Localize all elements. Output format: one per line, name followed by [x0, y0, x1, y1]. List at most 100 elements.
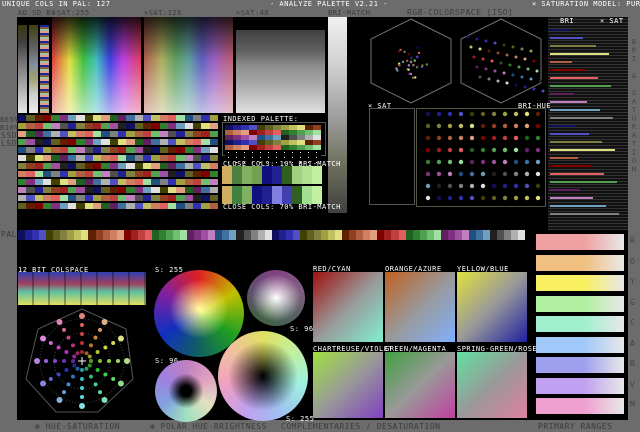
palette-cell[interactable] — [249, 160, 257, 165]
palette-cell[interactable] — [241, 130, 249, 135]
palette-cell[interactable] — [233, 135, 241, 140]
palette-cell[interactable] — [265, 150, 273, 155]
palette-cell[interactable] — [313, 135, 321, 140]
palette-cell[interactable] — [305, 155, 313, 160]
palette-cell[interactable] — [273, 125, 281, 130]
palette-cell[interactable] — [297, 130, 305, 135]
palette-cell[interactable] — [313, 140, 321, 145]
palette-swatch[interactable] — [335, 230, 343, 240]
palette-cell[interactable] — [281, 155, 289, 160]
palette-swatch[interactable] — [95, 230, 103, 240]
saturation-model[interactable]: × SATURATION MODEL: PURITY — [532, 0, 640, 8]
palette-swatch[interactable] — [356, 230, 364, 240]
palette-cell[interactable] — [273, 150, 281, 155]
palette-cell[interactable] — [249, 155, 257, 160]
palette-swatch[interactable] — [278, 230, 286, 240]
palette-swatch[interactable] — [518, 230, 526, 240]
palette-swatch[interactable] — [215, 230, 223, 240]
palette-swatch[interactable] — [461, 230, 469, 240]
palette-cell[interactable] — [241, 145, 249, 150]
palette-cell[interactable] — [273, 160, 281, 165]
palette-cell[interactable] — [297, 140, 305, 145]
palette-cell[interactable] — [225, 160, 233, 165]
palette-cell[interactable] — [257, 155, 265, 160]
palette-cell[interactable] — [281, 145, 289, 150]
palette-swatch[interactable] — [313, 230, 322, 240]
palette-swatch[interactable] — [67, 230, 75, 240]
palette-cell[interactable] — [257, 125, 265, 130]
palette-swatch[interactable] — [504, 230, 512, 240]
palette-swatch[interactable] — [321, 230, 329, 240]
palette-swatch[interactable] — [285, 230, 293, 240]
palette-swatch[interactable] — [412, 230, 420, 240]
palette-swatch[interactable] — [102, 230, 110, 240]
palette-cell[interactable] — [265, 145, 273, 150]
palette-swatch[interactable] — [39, 230, 47, 240]
palette-cell[interactable] — [241, 140, 249, 145]
palette-cell[interactable] — [233, 155, 241, 160]
palette-swatch[interactable] — [469, 230, 477, 240]
palette-cell[interactable] — [241, 125, 249, 130]
palette-cell[interactable] — [265, 140, 273, 145]
palette-swatch[interactable] — [306, 230, 314, 240]
palette-swatch[interactable] — [299, 230, 307, 240]
palette-cell[interactable] — [297, 160, 305, 165]
palette-cell[interactable] — [241, 160, 249, 165]
palette-cell[interactable] — [313, 145, 321, 150]
palette-cell[interactable] — [305, 140, 313, 145]
palette-cell[interactable] — [313, 160, 321, 165]
palette-cell[interactable] — [305, 135, 313, 140]
palette-swatch[interactable] — [483, 230, 491, 240]
palette-swatch[interactable] — [116, 230, 124, 240]
palette-swatch[interactable] — [187, 230, 195, 240]
palette-cell[interactable] — [281, 130, 289, 135]
palette-swatch[interactable] — [229, 230, 237, 240]
palette-cell[interactable] — [289, 155, 297, 160]
palette-cell[interactable] — [233, 160, 241, 165]
palette-swatch[interactable] — [208, 230, 216, 240]
palette-swatch[interactable] — [25, 230, 33, 240]
palette-cell[interactable] — [233, 125, 241, 130]
palette-cell[interactable] — [305, 125, 313, 130]
palette-cell[interactable] — [289, 135, 297, 140]
palette-cell[interactable] — [297, 135, 305, 140]
palette-swatch[interactable] — [426, 230, 434, 240]
palette-cell[interactable] — [313, 150, 321, 155]
palette-swatch[interactable] — [391, 230, 399, 240]
palette-cell[interactable] — [305, 145, 313, 150]
palette-cell[interactable] — [281, 150, 289, 155]
palette-swatch[interactable] — [511, 230, 519, 240]
palette-cell[interactable] — [265, 130, 273, 135]
palette-cell[interactable] — [313, 155, 321, 160]
palette-swatch[interactable] — [398, 230, 406, 240]
palette-cell[interactable] — [257, 160, 265, 165]
palette-cell[interactable] — [241, 155, 249, 160]
palette-cell[interactable] — [225, 140, 233, 145]
palette-cell[interactable] — [305, 150, 313, 155]
palette-cell[interactable] — [225, 155, 233, 160]
palette-cell[interactable] — [241, 150, 249, 155]
palette-cell[interactable] — [273, 140, 281, 145]
palette-cell[interactable] — [225, 125, 233, 130]
palette-swatch[interactable] — [180, 230, 188, 240]
palette-cell[interactable] — [273, 130, 281, 135]
palette-swatch[interactable] — [497, 230, 505, 240]
palette-cell[interactable] — [273, 135, 281, 140]
palette-cell[interactable] — [257, 150, 265, 155]
palette-cell[interactable] — [297, 145, 305, 150]
palette-swatch[interactable] — [123, 230, 131, 240]
palette-swatch[interactable] — [476, 230, 484, 240]
palette-swatch[interactable] — [257, 230, 265, 240]
palette-cell[interactable] — [233, 150, 241, 155]
palette-swatch[interactable] — [377, 230, 385, 240]
palette-cell[interactable] — [273, 145, 281, 150]
palette-swatch[interactable] — [151, 230, 159, 240]
palette-swatch[interactable] — [363, 230, 371, 240]
palette-cell[interactable] — [257, 145, 265, 150]
palette-cell[interactable] — [241, 135, 249, 140]
palette-cell[interactable] — [225, 145, 233, 150]
palette-swatch[interactable] — [173, 230, 181, 240]
palette-swatch[interactable] — [384, 230, 392, 240]
palette-cell[interactable] — [313, 125, 321, 130]
palette-swatch[interactable] — [88, 230, 96, 240]
